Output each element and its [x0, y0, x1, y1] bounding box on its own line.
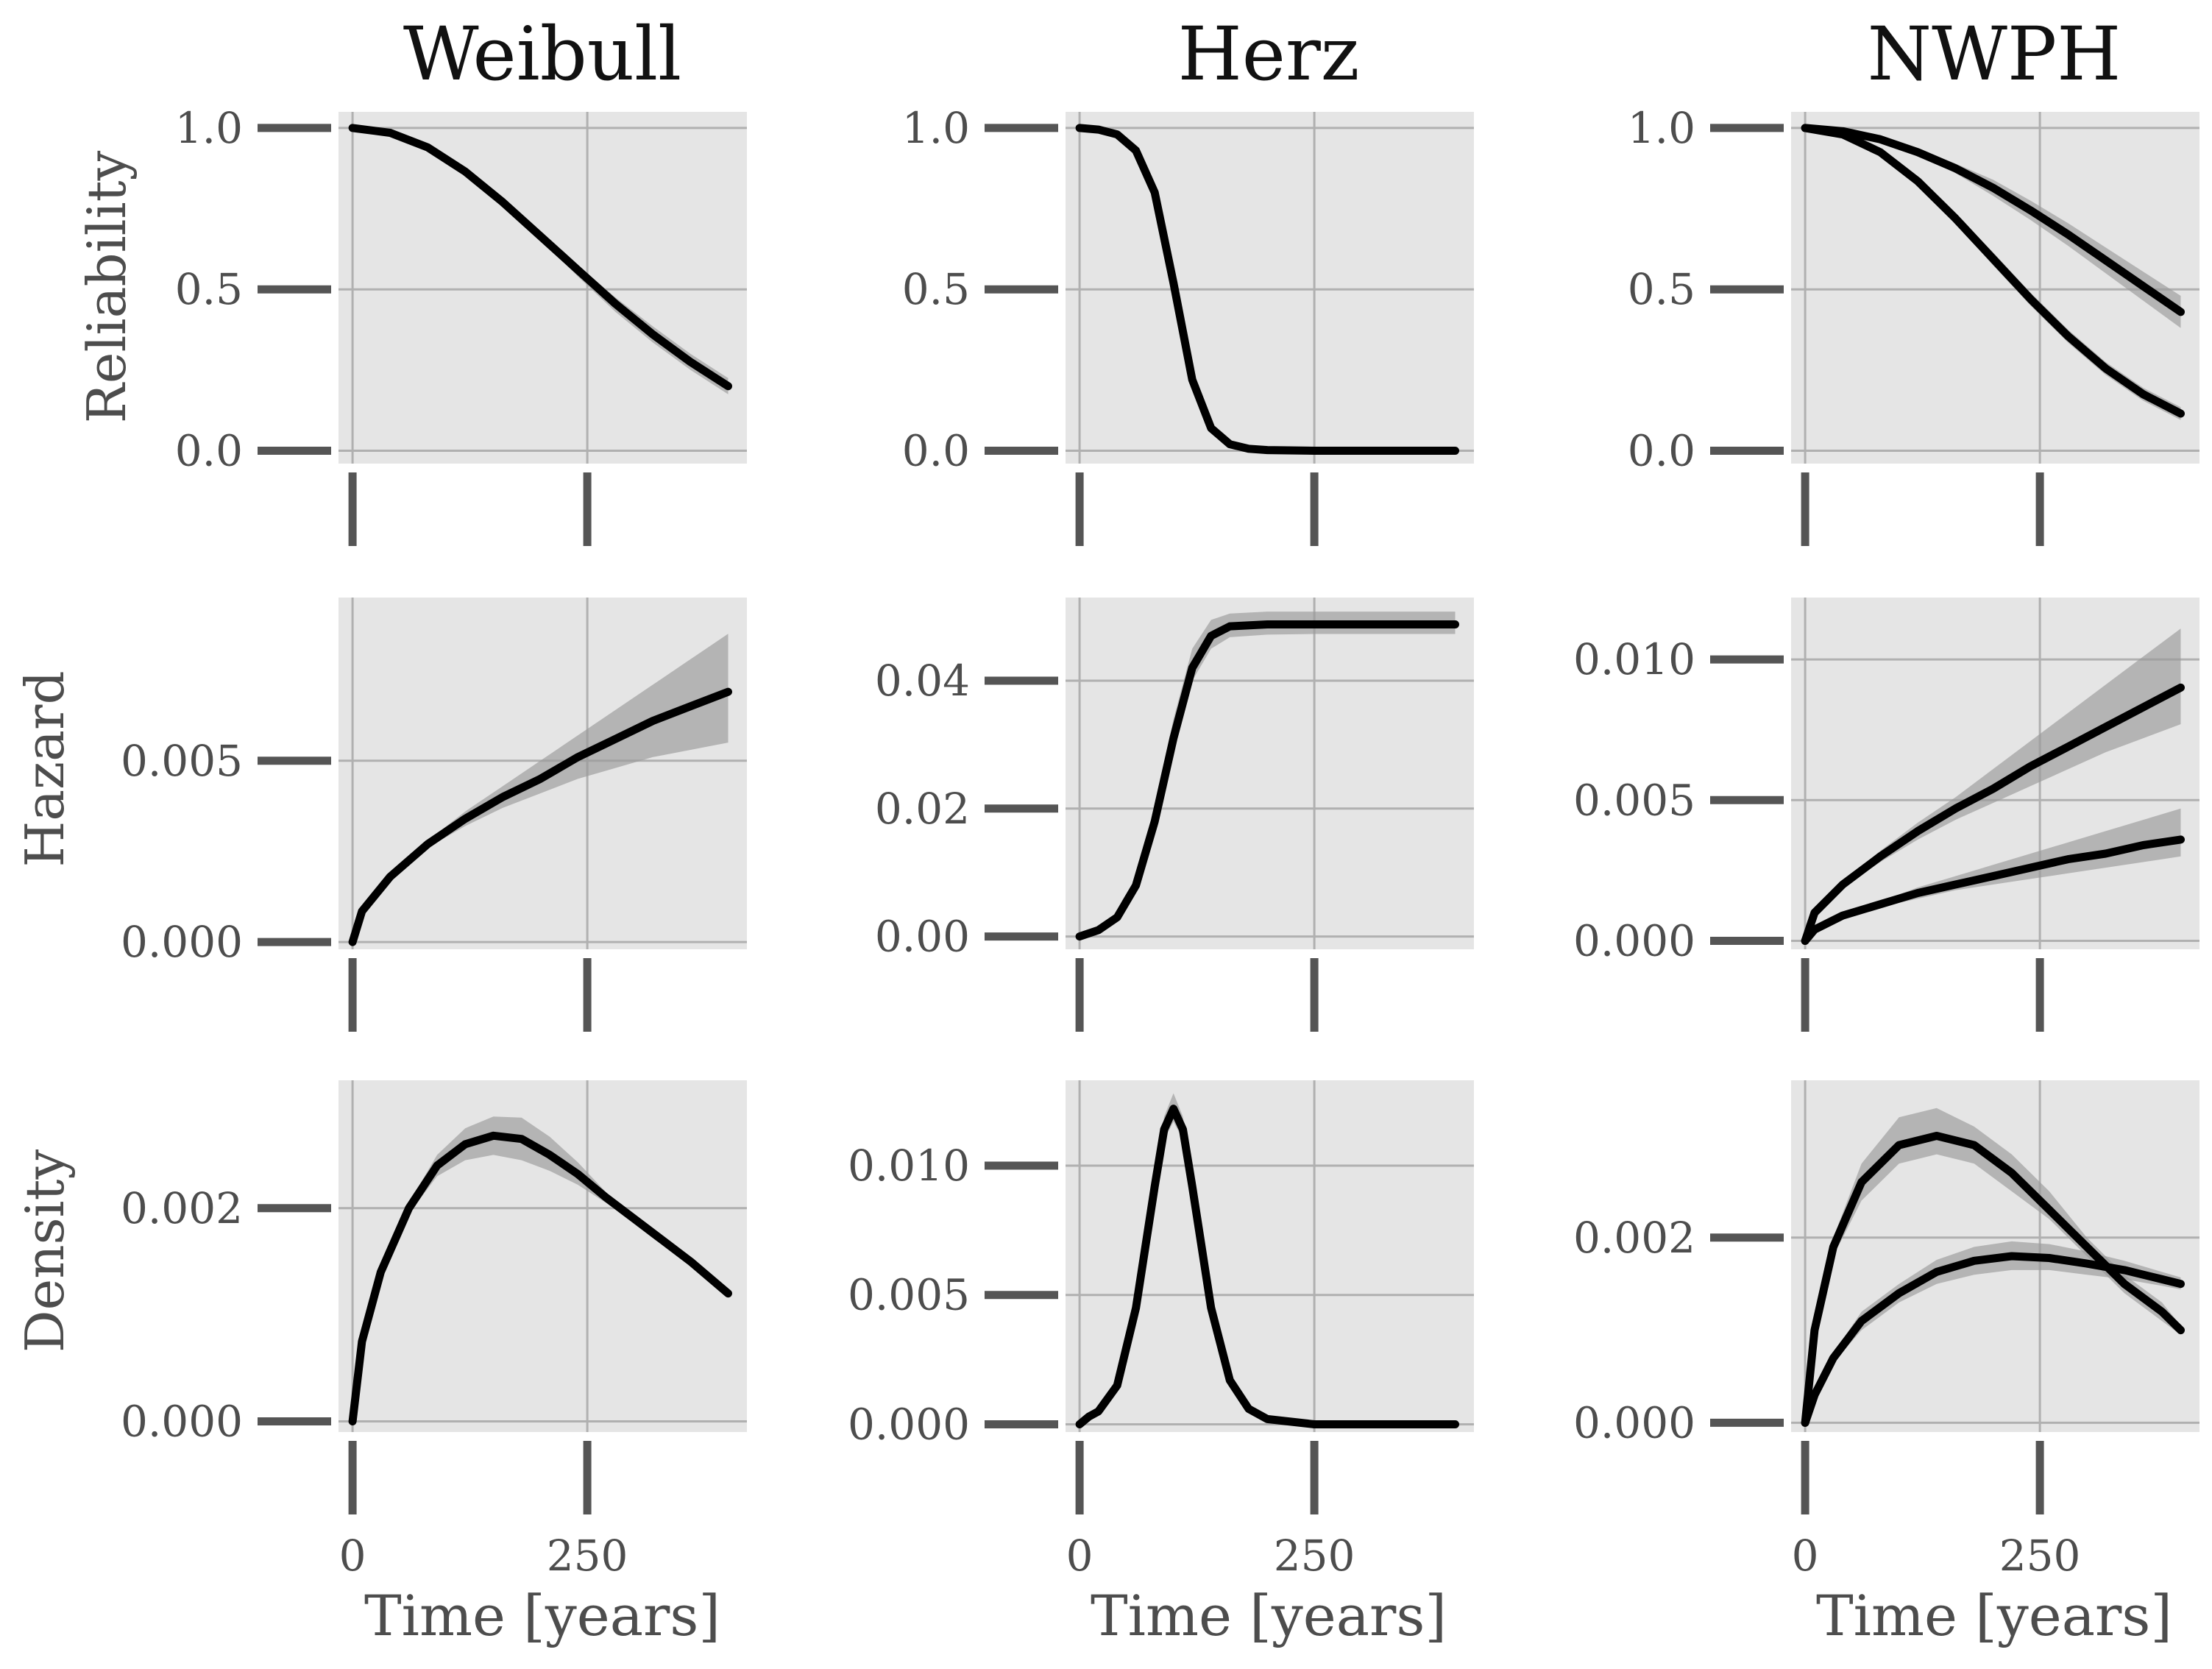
panel-reliability-nwph: 0.0 0.5 1.0 — [1628, 103, 2199, 546]
panel-density-herz: 0.000 0.005 0.010 0 250 — [848, 1080, 1474, 1581]
series-line-reliability-nwph-1 — [1801, 124, 2185, 316]
y-tick-label: 0.00 — [875, 912, 970, 962]
panel-density-weibull: 0.000 0.002 0 250 — [121, 1080, 747, 1581]
plot-area-reliability-herz — [1066, 112, 1474, 464]
column-title-nwph: NWPH — [1868, 11, 2121, 97]
x-tick-label: 0 — [1792, 1531, 1819, 1581]
x-tick-label: 0 — [339, 1531, 366, 1581]
confidence-band-hazard-weibull-1 — [352, 634, 729, 943]
panel-density-nwph: 0.000 0.002 0 250 — [1573, 1080, 2199, 1581]
x-axis-label-herz: Time [years] — [1091, 1583, 1447, 1648]
y-tick-label: 0.000 — [1573, 1397, 1695, 1447]
series-line-hazard-herz-1 — [1075, 620, 1459, 941]
series-line-density-herz-1 — [1075, 1105, 1459, 1428]
x-tick-label: 250 — [547, 1531, 628, 1581]
y-tick-label: 0.005 — [1573, 775, 1695, 825]
y-tick-label: 0.04 — [875, 656, 970, 706]
y-tick-label: 0.010 — [1573, 634, 1695, 684]
y-tick-label: 0.0 — [1628, 426, 1695, 476]
y-tick-label: 0.000 — [121, 1397, 243, 1447]
series-line-reliability-herz-1 — [1075, 124, 1459, 455]
chart-panels: 0.00.51.00.00.51.00.00.51.00.0000.0050.0… — [121, 103, 2199, 1581]
series-line-density-nwph-2 — [1801, 1252, 2185, 1427]
panel-hazard-herz: 0.00 0.02 0.04 — [875, 598, 1474, 1032]
y-tick-label: 1.0 — [175, 103, 243, 153]
y-tick-label: 1.0 — [1628, 103, 1695, 153]
y-tick-label: 0.5 — [1628, 264, 1695, 314]
confidence-band-reliability-weibull-1 — [352, 127, 729, 394]
y-tick-label: 0.005 — [848, 1270, 970, 1320]
y-tick-label: 0.0 — [175, 426, 243, 476]
row-label-hazard: Hazard — [14, 670, 76, 867]
y-tick-label: 0.5 — [175, 264, 243, 314]
y-tick-label: 0.000 — [848, 1400, 970, 1450]
y-tick-label: 0.010 — [848, 1141, 970, 1191]
series-line-reliability-nwph-2 — [1801, 124, 2185, 418]
y-tick-label: 0.002 — [1573, 1213, 1695, 1263]
y-tick-label: 0.000 — [1573, 916, 1695, 966]
panel-reliability-weibull: 0.0 0.5 1.0 — [175, 103, 747, 546]
row-label-reliability: Reliability — [76, 150, 138, 423]
series-line-hazard-nwph-2 — [1801, 835, 2185, 945]
series-line-density-weibull-1 — [348, 1131, 732, 1425]
x-axis-label-weibull: Time [years] — [364, 1583, 720, 1648]
y-tick-label: 0.02 — [875, 784, 970, 834]
y-tick-label: 1.0 — [902, 103, 970, 153]
panel-reliability-herz: 0.0 0.5 1.0 — [902, 103, 1474, 546]
y-tick-label: 0.000 — [121, 917, 243, 967]
x-tick-label: 250 — [1999, 1531, 2081, 1581]
column-title-herz: Herz — [1178, 11, 1360, 97]
plot-area-density-herz — [1066, 1080, 1474, 1432]
y-tick-label: 0.5 — [902, 264, 970, 314]
y-tick-label: 0.0 — [902, 426, 970, 476]
plot-area-reliability-weibull — [338, 112, 747, 464]
x-tick-label: 0 — [1066, 1531, 1093, 1581]
x-tick-label: 250 — [1274, 1531, 1355, 1581]
panel-hazard-nwph: 0.000 0.005 0.010 — [1573, 598, 2199, 1032]
y-tick-label: 0.005 — [121, 736, 243, 786]
panel-hazard-weibull: 0.000 0.005 — [121, 598, 747, 1032]
y-tick-label: 0.002 — [121, 1183, 243, 1233]
series-line-hazard-nwph-1 — [1801, 683, 2185, 945]
column-title-weibull: Weibull — [403, 11, 681, 97]
series-line-reliability-weibull-1 — [348, 124, 732, 391]
series-line-hazard-weibull-1 — [348, 687, 732, 946]
series-line-density-nwph-1 — [1801, 1132, 2185, 1427]
row-label-density: Density — [14, 1149, 76, 1353]
confidence-band-density-nwph-2 — [1805, 1241, 2181, 1423]
x-axis-label-nwph: Time [years] — [1816, 1583, 2172, 1648]
